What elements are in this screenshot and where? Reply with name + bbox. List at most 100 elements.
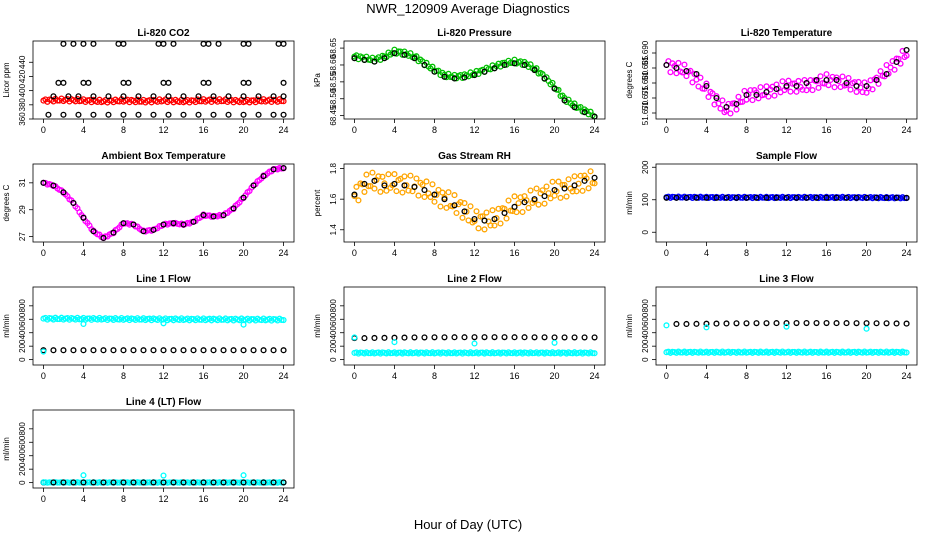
plot-frame	[32, 409, 295, 489]
data-point	[75, 111, 82, 118]
data-point	[753, 194, 760, 201]
data-point	[379, 173, 386, 180]
x-tick-label: 16	[199, 371, 209, 381]
data-point	[100, 479, 107, 486]
data-point	[135, 93, 142, 100]
data-point	[441, 73, 448, 80]
data-point	[180, 111, 187, 118]
data-point	[280, 317, 287, 324]
data-point	[473, 208, 480, 215]
data-point	[441, 196, 448, 203]
data-point	[375, 173, 382, 180]
x-tick-label: 4	[81, 125, 86, 135]
data-point	[355, 197, 362, 204]
data-point	[110, 229, 117, 236]
data-point	[903, 46, 910, 54]
data-point	[803, 319, 810, 327]
data-point	[136, 479, 143, 486]
data-point	[693, 320, 700, 327]
data-point	[809, 87, 816, 94]
data-point	[471, 72, 478, 79]
data-point	[371, 334, 378, 342]
plot-data	[663, 46, 910, 117]
data-point	[829, 73, 836, 80]
y-tick-label: 51.680	[641, 70, 650, 95]
panel-title: Ambient Box Temperature	[101, 151, 226, 162]
data-point	[873, 320, 880, 327]
data-point	[435, 186, 442, 193]
data-point	[581, 334, 588, 341]
data-point	[84, 479, 91, 486]
data-point	[248, 479, 255, 486]
data-point	[817, 73, 824, 80]
data-point	[551, 186, 558, 194]
data-point	[50, 93, 57, 100]
x-tick-label: 20	[239, 248, 249, 258]
data-point	[783, 323, 790, 330]
data-point	[140, 347, 147, 354]
data-point	[693, 70, 700, 78]
plot-data	[40, 41, 287, 118]
data-point	[521, 61, 528, 69]
data-point	[677, 194, 684, 201]
x-tick-label: 8	[744, 125, 749, 135]
panel-y-axis-label: ml/min	[313, 314, 322, 338]
y-tick-label: 51.670	[641, 100, 650, 125]
x-tick-label: 20	[239, 371, 249, 381]
data-point	[471, 216, 478, 223]
data-point	[549, 178, 556, 185]
data-point	[150, 347, 157, 354]
panel-y-axis-label: ml/min	[625, 191, 634, 215]
data-point	[431, 198, 438, 205]
data-point	[461, 208, 468, 215]
data-point	[170, 41, 177, 47]
data-point	[723, 107, 730, 114]
data-point	[160, 347, 167, 354]
x-tick-label: 8	[432, 248, 437, 258]
panel-y-axis-label: percent	[313, 189, 322, 216]
data-point	[280, 93, 287, 100]
data-point	[230, 205, 237, 212]
data-point	[80, 320, 87, 328]
data-point	[220, 212, 227, 219]
data-point	[853, 320, 860, 327]
data-point	[461, 334, 468, 341]
data-point	[245, 79, 252, 86]
data-point	[903, 349, 910, 356]
data-point	[260, 479, 267, 486]
data-point	[893, 194, 900, 201]
data-point	[377, 188, 384, 195]
data-point	[901, 349, 908, 356]
data-point	[747, 87, 754, 94]
data-point	[511, 334, 518, 341]
data-point	[883, 320, 890, 327]
data-point	[577, 172, 584, 179]
data-point	[525, 204, 532, 211]
data-point	[581, 109, 588, 116]
data-point	[423, 178, 430, 185]
data-point	[497, 220, 504, 227]
data-point	[557, 194, 564, 201]
data-point	[541, 193, 548, 200]
data-point	[120, 79, 127, 86]
data-point	[539, 187, 546, 194]
data-point	[225, 93, 232, 100]
data-point	[571, 334, 578, 341]
panel-7: Line 2 Flow ml/min 0 4 8 12 16 20 24 0 20040060080…	[313, 274, 606, 381]
data-point	[114, 479, 121, 486]
data-point	[60, 479, 67, 486]
data-point	[491, 65, 498, 72]
data-point	[170, 347, 177, 354]
y-tick-label: 400	[18, 83, 27, 97]
y-tick-label: 0	[641, 229, 650, 234]
data-point	[719, 97, 726, 104]
data-point	[80, 479, 87, 486]
x-tick-label: 4	[81, 248, 86, 258]
data-point	[471, 340, 478, 347]
data-point	[245, 41, 252, 47]
data-point	[369, 169, 376, 176]
data-point	[54, 479, 61, 486]
data-point	[100, 234, 107, 242]
data-point	[150, 226, 157, 233]
y-tick-label: 68.45	[329, 105, 338, 126]
